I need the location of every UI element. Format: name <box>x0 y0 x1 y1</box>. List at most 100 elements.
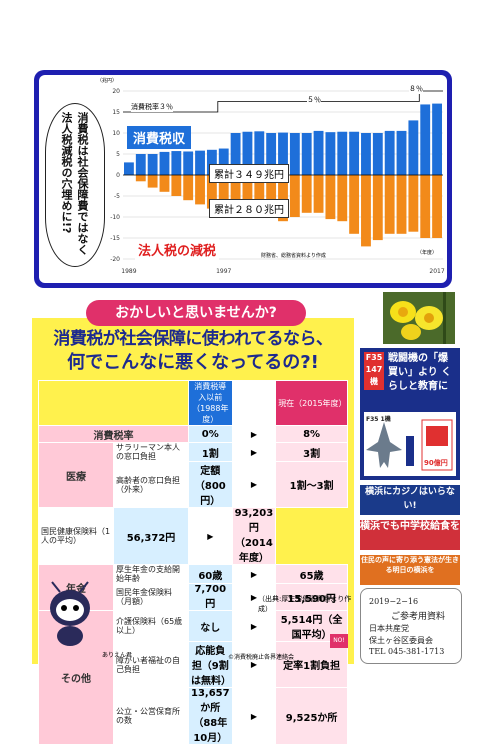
arrow-icon: ▶ <box>231 564 277 584</box>
constitution-banner: 住民の声に寄り添う憲法が生きる明日の横浜を <box>360 555 460 585</box>
corporate-tax-bar <box>278 175 288 222</box>
consumption-tax-bar <box>266 133 277 175</box>
corporate-tax-bar <box>171 175 182 196</box>
consumption-tax-bar <box>337 131 348 175</box>
x-tick-label: 1989 <box>121 268 136 275</box>
y-tick-label: -15 <box>110 235 120 242</box>
total-consumption-label: 累計３４９兆円 <box>209 164 289 183</box>
row-label: 高齢者の窓口負担（外来） <box>113 461 189 508</box>
consumption-tax-bar <box>349 131 360 175</box>
row-label: 国民年金保険料（月額） <box>113 583 189 611</box>
memo-title: ご参考用資料 <box>391 612 446 622</box>
y-tick-label: -20 <box>110 256 120 263</box>
consumption-tax-bar <box>289 133 300 175</box>
rate-label-5: ５％ <box>307 95 321 105</box>
value-now: 93,203円（2014年度） <box>231 507 277 565</box>
ribbon-icon: NO! <box>330 634 348 648</box>
consumption-tax-bar <box>230 133 241 175</box>
consumption-tax-bar <box>242 131 253 175</box>
consumption-tax-bar <box>218 148 229 175</box>
row-category: 医療 <box>38 442 114 508</box>
poster-title-line-2: 何でこんなに悪くなってるの?! <box>67 352 319 373</box>
y-tick-label: 0 <box>116 172 120 179</box>
corporate-tax-bar <box>242 175 253 217</box>
consumption-tax-bar <box>171 151 182 175</box>
arrow-icon: ▶ <box>231 461 277 508</box>
memo-date: 2019−2−16 <box>369 597 419 606</box>
x-tick-label: 2017 <box>429 268 444 275</box>
rate-label-3: 消費税率３％ <box>131 102 173 112</box>
value-now: 15,590円 <box>275 583 348 611</box>
value-now: 3割 <box>275 442 348 462</box>
daffodil-photo <box>383 292 455 344</box>
y-axis-unit: （兆円） <box>97 78 118 84</box>
row-label: 公立・公営保育所の数 <box>113 687 189 745</box>
corporate-tax-bar <box>432 175 442 238</box>
table-row: 高齢者の窓口負担（外来） 定額（800円） ▶ 1割〜3割 <box>39 461 348 508</box>
total-corporate-label: 累計２８０兆円 <box>209 199 289 218</box>
chart-source: 財務省、総務省資料より作成 <box>261 253 326 259</box>
value-before: 0% <box>188 425 233 443</box>
corporate-tax-bar <box>408 175 419 232</box>
row-label: 介護保険料（65歳以上） <box>113 610 189 642</box>
y-tick-label: 10 <box>112 130 120 137</box>
consumption-tax-bar <box>278 132 288 175</box>
casino-banner: 横浜にカジノはいらない! <box>360 485 460 515</box>
corporate-tax-bar <box>159 175 170 192</box>
value-now: 5,514円（全国平均） <box>275 610 348 642</box>
value-before: 7,700円 <box>188 583 233 611</box>
row-label: 障がい者福祉の自己負担 <box>113 641 189 688</box>
banner-question: おかしいと思いませんか? <box>86 300 306 326</box>
f35-price: 90億円 <box>424 459 448 467</box>
corporate-tax-bar <box>337 175 348 222</box>
value-before: 13,657か所（88年10月） <box>188 687 233 745</box>
corporate-tax-bar <box>183 175 194 201</box>
memo-org-2: 保土ヶ谷区委員会 <box>369 636 433 645</box>
consumption-tax-bar <box>183 151 194 175</box>
table-source-note: （出典:厚生労働省資料より作成） <box>258 595 352 613</box>
value-now: 定率1割負担 <box>275 641 348 688</box>
value-now: 65歳 <box>275 564 348 584</box>
consumption-tax-bar <box>325 132 336 175</box>
value-now: 8% <box>275 425 348 443</box>
value-before: 1割 <box>188 442 233 462</box>
consumption-tax-bar <box>135 154 146 175</box>
corporate-tax-bar <box>325 175 336 220</box>
mascot-name: ありえん君 <box>102 652 133 659</box>
y-tick-label: 15 <box>112 109 120 116</box>
comparison-table: 消費税導入以前（1988年度） 現在（2015年度） 消費税率 0% ▶ 8% 医療 サラ… <box>38 380 348 745</box>
corporate-tax-bar <box>420 175 431 238</box>
poster-footer: ©消費税廃止各界連絡会 <box>228 654 295 661</box>
value-now: 1割〜3割 <box>275 461 348 508</box>
f35-caption: F35 1機 <box>366 416 391 423</box>
y-tick-label: 20 <box>112 88 120 95</box>
series-label-corporate-tax-cut: 法人税の減税 <box>135 239 220 260</box>
corporate-tax-bar <box>396 175 407 234</box>
arrow-icon: ▶ <box>231 610 277 642</box>
f35-panel: F35 147機 戦闘機の「爆買い」より くらしと教育に F35 1機 90億円 <box>360 348 460 480</box>
arrow-icon: ▶ <box>231 425 277 443</box>
mascot-ant <box>50 581 90 646</box>
corporate-tax-bar <box>349 175 360 234</box>
corporate-tax-bar <box>313 175 324 213</box>
consumption-tax-bar <box>396 130 407 175</box>
table-row: 国民年金保険料（月額） 7,700円 ▶ 15,590円 <box>39 583 348 611</box>
corporate-tax-bar <box>372 175 383 241</box>
consumption-tax-bar <box>124 162 134 175</box>
value-before: 60歳 <box>188 564 233 584</box>
consumption-tax-bar <box>195 150 205 175</box>
y-tick-label: -10 <box>110 214 120 221</box>
x-axis-unit: （年度） <box>417 250 438 256</box>
y-tick-label: -5 <box>114 193 120 200</box>
consumption-tax-bar <box>408 120 419 175</box>
poster: 消費税が社会保障に使われてるなら、 何でこんなに悪くなってるの?! 消費税導入以… <box>32 318 354 745</box>
memo-org-1: 日本共産党 <box>369 624 409 633</box>
school-lunch-banner: 横浜でも中学校給食を <box>360 520 460 550</box>
consumption-tax-bar <box>372 133 383 175</box>
value-now: 9,525か所 <box>275 687 348 745</box>
table-row: 消費税率 0% ▶ 8% <box>38 425 348 443</box>
row-label: 国民健康保険料（1人の平均） <box>38 507 114 565</box>
memo-tel: TEL 045-381-1713 <box>369 647 445 656</box>
row-label: 厚生年金の支給開始年齢 <box>113 564 189 584</box>
